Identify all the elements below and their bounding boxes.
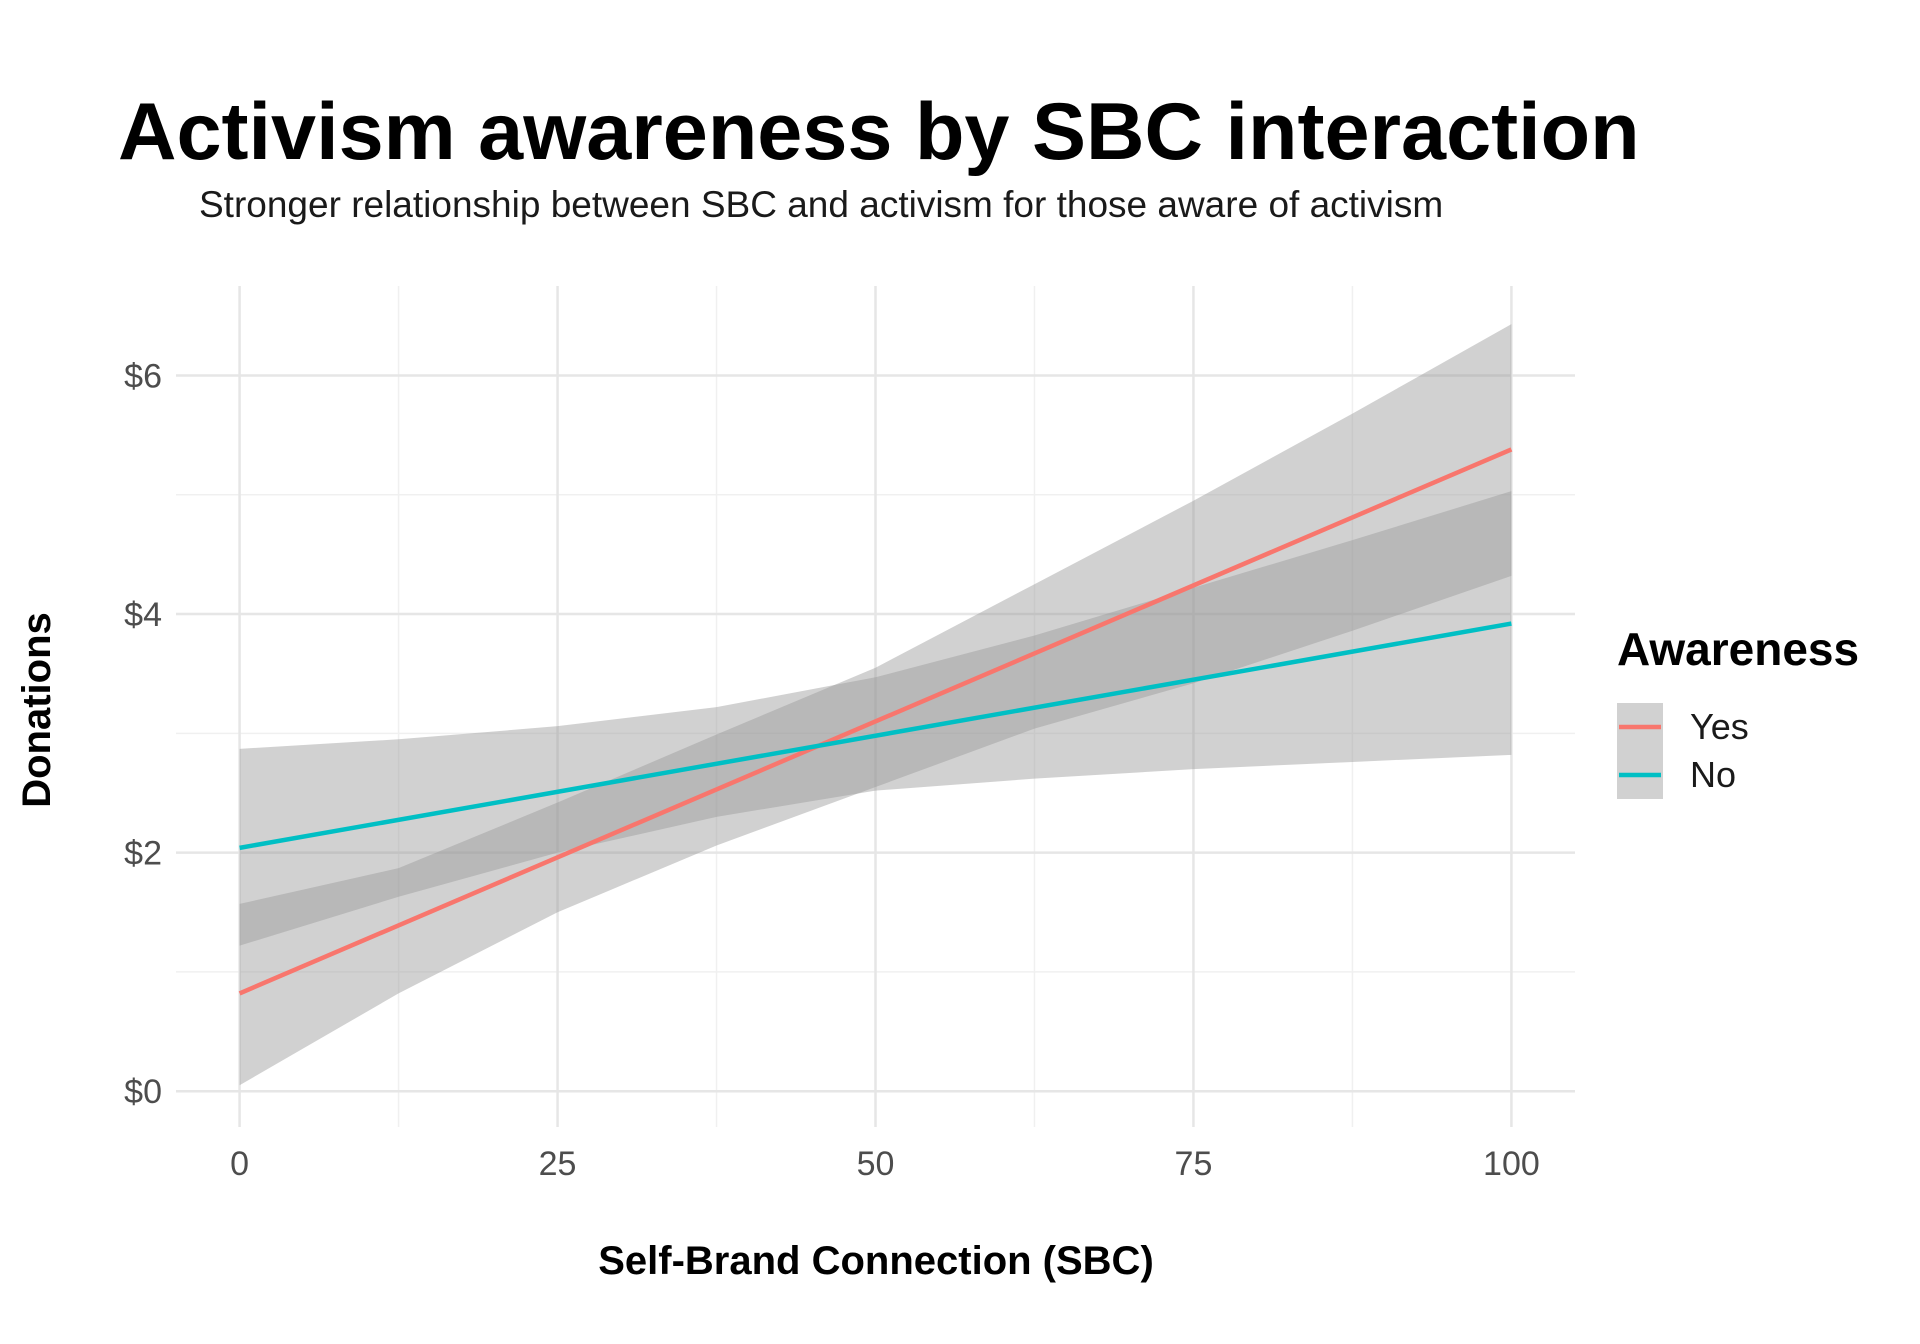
chart-subtitle: Stronger relationship between SBC and ac…	[199, 184, 1444, 225]
y-tick-label: $4	[124, 596, 162, 634]
legend-label-no: No	[1690, 754, 1736, 795]
x-tick-label: 50	[857, 1145, 895, 1183]
y-axis-title: Donations	[15, 612, 59, 808]
series-line-no	[239, 621, 1512, 851]
legend-items: Yes No	[1617, 703, 1749, 799]
x-tick-label: 0	[230, 1145, 249, 1183]
legend: Awareness Yes No	[1617, 623, 1859, 799]
x-tick-label: 75	[1175, 1145, 1213, 1183]
legend-label-yes: Yes	[1690, 706, 1749, 747]
axis-ticks: 0 25 50 75 100 $0 $2 $4 $6	[124, 357, 1540, 1183]
series-lines	[238, 447, 1513, 996]
series-line-yes	[238, 447, 1513, 996]
confidence-bands	[239, 324, 1512, 1086]
x-tick-label: 25	[539, 1145, 577, 1183]
confidence-band-yes	[239, 324, 1512, 1086]
legend-title: Awareness	[1617, 623, 1859, 675]
y-tick-label: $2	[124, 835, 162, 873]
x-axis-title: Self-Brand Connection (SBC)	[598, 1239, 1154, 1283]
chart-title: Activism awareness by SBC interaction	[118, 87, 1640, 177]
confidence-band-no	[239, 491, 1512, 946]
x-tick-label: 100	[1483, 1145, 1540, 1183]
grid-layer	[176, 286, 1575, 1127]
y-tick-label: $0	[124, 1073, 162, 1111]
y-tick-label: $6	[124, 357, 162, 395]
